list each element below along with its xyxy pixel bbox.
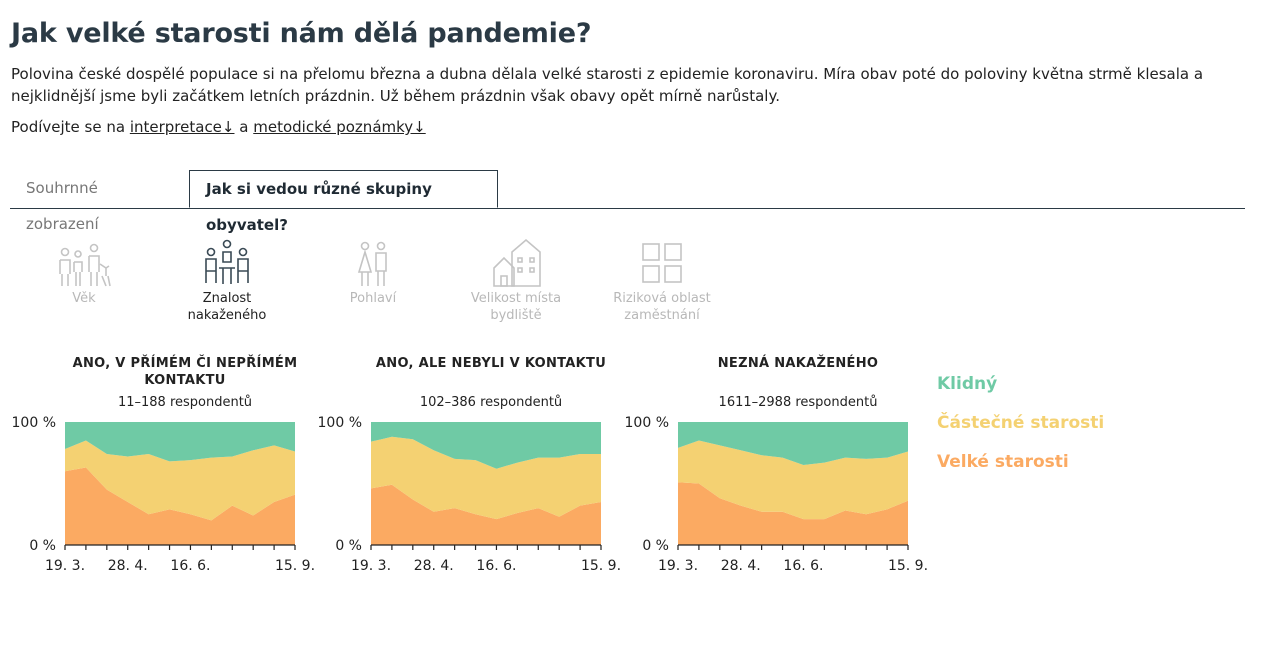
chart-direct-contact: ANO, V PŘÍMÉM ČI NEPŘÍMÉM KONTAKTU 11–18… <box>10 350 320 590</box>
group-risk-occupation-label: Riziková oblast zaměstnání <box>613 291 711 323</box>
group-known-infected-label: Znalost nakaženého <box>187 291 267 323</box>
group-risk-occupation[interactable]: Riziková oblast zaměstnání <box>597 238 727 324</box>
chart-respondents: 102–386 respondentů <box>419 395 563 410</box>
x-tick-label: 15. 9. <box>888 558 928 574</box>
x-tick-label: 28. 4. <box>721 558 761 574</box>
area-calm <box>371 422 601 469</box>
x-tick-label: 16. 6. <box>476 558 516 574</box>
x-tick-label: 19. 3. <box>45 558 85 574</box>
chart-title: ANO, ALE NEBYLI V KONTAKTU <box>375 356 607 371</box>
legend: Klidný Částečné starosti Velké starosti <box>937 372 1104 489</box>
charts-area: ANO, V PŘÍMÉM ČI NEPŘÍMÉM KONTAKTU 11–18… <box>0 350 940 590</box>
people-meeting-icon <box>205 239 249 284</box>
area-calm <box>678 422 908 466</box>
x-tick-label: 28. 4. <box>108 558 148 574</box>
x-tick-label: 19. 3. <box>658 558 698 574</box>
area-big-worries <box>371 484 601 545</box>
people-age-icon <box>59 243 111 287</box>
chart-no-contact: ANO, ALE NEBYLI V KONTAKTU 102–386 respo… <box>316 350 626 590</box>
x-tick-label: 16. 6. <box>783 558 823 574</box>
group-selector: Věk Znalost nakaženého Pohlaví Velikost … <box>0 238 760 328</box>
group-age[interactable]: Věk <box>19 238 149 307</box>
chart-respondents: 1611–2988 respondentů <box>718 395 878 410</box>
lead-paragraph: Polovina české dospělé populace si na př… <box>11 65 1204 105</box>
area-chart-svg: 100 % 0 % 19. 3. 28. 4. 16. 6. 15. 9. <box>318 415 622 574</box>
area-big-worries <box>65 467 295 545</box>
x-tick-label: 15. 9. <box>275 558 315 574</box>
chart-respondents: 11–188 respondentů <box>117 395 253 410</box>
man-woman-icon <box>357 241 387 286</box>
area-partial-worries <box>65 440 295 521</box>
grid-icon <box>642 243 682 283</box>
legend-calm: Klidný <box>937 374 998 394</box>
tab-groups[interactable]: Jak si vedou různé skupiny obyvatel? <box>189 170 498 234</box>
group-residence-size[interactable]: Velikost místa bydliště <box>451 238 581 324</box>
area-partial-worries <box>371 436 601 520</box>
group-known-infected[interactable]: Znalost nakaženého <box>162 238 292 324</box>
y-tick-label: 100 % <box>12 415 56 431</box>
see-prefix: Podívejte se na <box>11 118 126 136</box>
tab-summary[interactable]: Souhrnné zobrazení <box>26 179 99 233</box>
page-title: Jak velké starosti nám dělá pandemie? <box>11 18 592 49</box>
legend-big: Velké starosti <box>937 452 1069 472</box>
tab-bar: Souhrnné zobrazení Jak si vedou různé sk… <box>10 170 1245 234</box>
y-tick-label: 0 % <box>335 538 362 554</box>
x-tick-label: 28. 4. <box>414 558 454 574</box>
group-gender-label: Pohlaví <box>349 291 397 306</box>
x-tick-label: 19. 3. <box>351 558 391 574</box>
group-gender[interactable]: Pohlaví <box>308 238 438 307</box>
methodology-link[interactable]: metodické poznámky↓ <box>253 118 426 136</box>
area-chart-svg: 100 % 0 % 19. 3. 28. 4. 16. 6. 15. 9. <box>12 415 316 574</box>
interpretation-link[interactable]: interpretace↓ <box>129 118 235 136</box>
legend-partial: Částečné starosti <box>937 413 1105 433</box>
area-calm <box>65 422 295 462</box>
chart-title: NEZNÁ NAKAŽENÉHO <box>717 356 879 371</box>
see-and: a <box>239 118 249 136</box>
y-tick-label: 100 % <box>625 415 669 431</box>
y-tick-label: 0 % <box>642 538 669 554</box>
area-chart-svg: 100 % 0 % 19. 3. 28. 4. 16. 6. 15. 9. <box>625 415 929 574</box>
area-big-worries <box>678 482 908 545</box>
x-tick-label: 15. 9. <box>581 558 621 574</box>
group-age-label: Věk <box>72 291 96 306</box>
chart-title: ANO, V PŘÍMÉM ČI NEPŘÍMÉM KONTAKTU <box>72 356 298 388</box>
houses-icon <box>493 238 541 287</box>
group-residence-size-label: Velikost místa bydliště <box>470 291 562 323</box>
see-also-line: Podívejte se na interpretace↓ a metodick… <box>11 116 426 138</box>
area-partial-worries <box>678 440 908 520</box>
x-tick-label: 16. 6. <box>170 558 210 574</box>
y-tick-label: 0 % <box>29 538 56 554</box>
chart-not-known: NEZNÁ NAKAŽENÉHO 1611–2988 respondentů 1… <box>623 350 933 590</box>
y-tick-label: 100 % <box>318 415 362 431</box>
